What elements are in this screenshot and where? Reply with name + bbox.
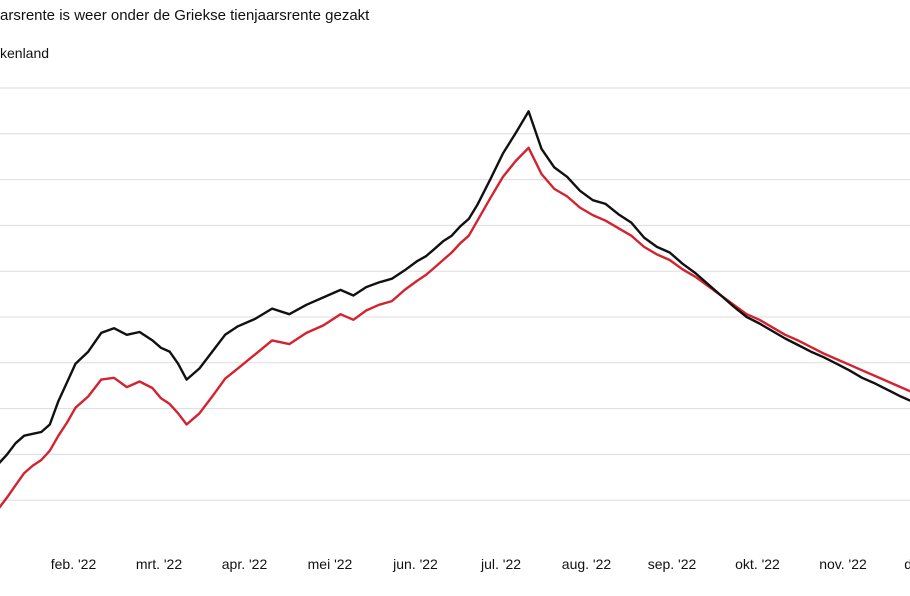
x-tick-label: dec. '22	[904, 556, 910, 572]
x-tick-label: aug. '22	[562, 556, 612, 572]
x-axis-ticks: feb. '22 mrt. '22 apr. '22 mei '22 jun. '22 j…	[51, 556, 910, 572]
x-tick-label: jun. '22	[392, 556, 438, 572]
series-line-black	[0, 110, 910, 464]
x-tick-label: jul. '22	[480, 556, 521, 572]
x-tick-label: apr. '22	[222, 556, 268, 572]
x-tick-label: feb. '22	[51, 556, 97, 572]
series-line-red	[0, 146, 910, 509]
x-tick-label: okt. '22	[735, 556, 780, 572]
series-layer	[0, 110, 910, 509]
grid-lines	[0, 87, 910, 501]
chart-title: arsrente is weer onder de Griekse tienja…	[0, 7, 370, 24]
x-tick-label: mei '22	[308, 556, 353, 572]
x-tick-label: mrt. '22	[136, 556, 182, 572]
x-tick-label: sep. '22	[648, 556, 697, 572]
x-tick-label: nov. '22	[819, 556, 867, 572]
legend-label: kenland	[0, 45, 50, 61]
